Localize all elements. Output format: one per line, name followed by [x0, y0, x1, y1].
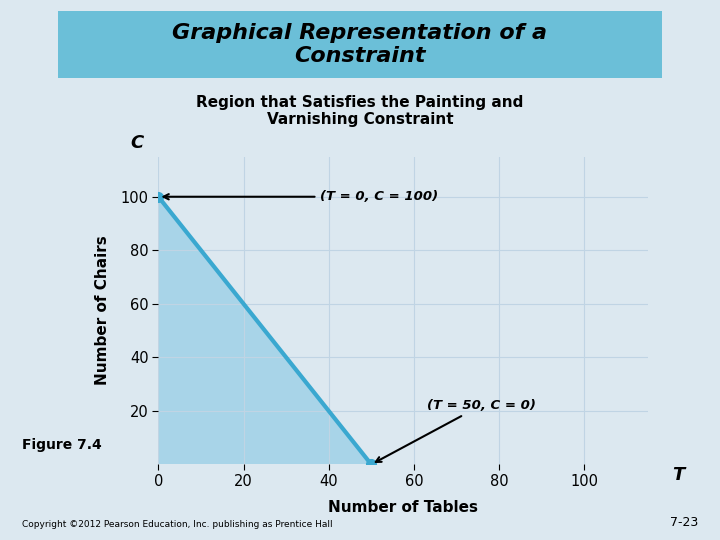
Text: (T = 50, C = 0): (T = 50, C = 0)	[376, 399, 536, 462]
Text: Graphical Representation of a
Constraint: Graphical Representation of a Constraint	[173, 23, 547, 66]
Text: (T = 0, C = 100): (T = 0, C = 100)	[163, 190, 438, 203]
Text: C: C	[130, 134, 144, 152]
Text: 7-23: 7-23	[670, 516, 698, 529]
Text: Copyright ©2012 Pearson Education, Inc. publishing as Prentice Hall: Copyright ©2012 Pearson Education, Inc. …	[22, 520, 332, 529]
Polygon shape	[158, 197, 372, 464]
Y-axis label: Number of Chairs: Number of Chairs	[94, 235, 109, 386]
Text: Region that Satisfies the Painting and
Varnishing Constraint: Region that Satisfies the Painting and V…	[197, 94, 523, 127]
Text: T: T	[672, 466, 684, 484]
Text: Figure 7.4: Figure 7.4	[22, 438, 102, 453]
X-axis label: Number of Tables: Number of Tables	[328, 500, 478, 515]
